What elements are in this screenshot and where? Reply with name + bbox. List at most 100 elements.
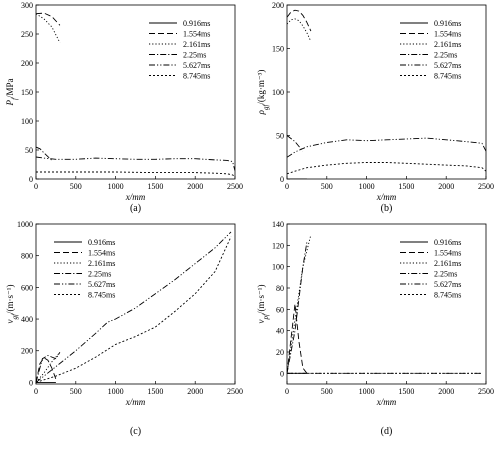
- series-line-6: [36, 236, 232, 383]
- legend-label: 0.916ms: [434, 19, 461, 28]
- legend-label: 5.627ms: [434, 280, 461, 289]
- x-tick-label: 2500: [227, 387, 243, 396]
- y-tick-label: 400: [21, 315, 33, 324]
- x-tick-label: 1000: [108, 387, 124, 396]
- series-line-2: [287, 9, 312, 32]
- series-line-3: [287, 234, 312, 374]
- plot-frame: [286, 223, 487, 385]
- legend-label: 2.25ms: [183, 51, 206, 60]
- legend-label: 2.161ms: [183, 40, 210, 49]
- legend-label: 1.554ms: [434, 30, 461, 39]
- x-tick-label: 2000: [438, 387, 454, 396]
- x-tick-label: 1500: [398, 387, 414, 396]
- x-tick-label: 500: [70, 182, 82, 191]
- y-tick-label: 80: [276, 284, 284, 293]
- y-axis-label: ρgf/(kg·m⁻³): [256, 70, 270, 116]
- legend-label: 0.916ms: [434, 238, 461, 247]
- y-tick-label: 20: [276, 348, 284, 357]
- series-line-5: [36, 156, 235, 172]
- legend-label: 2.161ms: [88, 259, 115, 268]
- chart-panel-3: 0 500 1000 1500 2000 250002004006008001000x/m…: [5, 220, 243, 437]
- y-tick-label: 120: [272, 241, 284, 250]
- legend-label: 2.25ms: [434, 51, 457, 60]
- y-tick-label: 200: [272, 1, 284, 10]
- chart-panel-1: 0 500 1000 1500 2000 2500 0 50 100 150 200 250 300 x/…: [5, 1, 243, 214]
- series-line-3: [287, 18, 312, 42]
- legend-label: 1.554ms: [183, 30, 210, 39]
- y-tick-label: 150: [272, 45, 284, 54]
- x-tick-label: 0: [34, 387, 38, 396]
- x-axis-label: x/mm: [376, 192, 397, 202]
- y-tick-label: 300: [21, 1, 33, 10]
- x-tick-label: 0: [34, 182, 38, 191]
- x-axis-label: x/mm: [125, 397, 146, 407]
- series-line-4: [36, 352, 61, 383]
- series-line-6: [36, 171, 235, 178]
- legend-label: 2.161ms: [434, 40, 461, 49]
- x-axis-label: x/mm: [125, 192, 146, 202]
- y-tick-label: 0: [280, 369, 284, 378]
- legend-label: 0.916ms: [88, 238, 115, 247]
- legend-label: 8.745ms: [434, 72, 461, 81]
- y-tick-label: 50: [276, 132, 284, 141]
- series-line-5: [36, 231, 232, 383]
- legend-label: 8.745ms: [434, 291, 461, 300]
- x-tick-label: 500: [321, 387, 333, 396]
- y-tick-label: 0: [29, 175, 33, 184]
- y-tick-label: 0: [280, 175, 284, 184]
- x-tick-label: 500: [321, 182, 333, 191]
- chart-panel-4: 0 500 1000 1500 2000 2500 0 20 40 60 80 100 120 140 x/…: [256, 220, 494, 437]
- y-axis-label-text: Pf/MPa: [5, 79, 19, 107]
- y-axis-label: vpf/(m·s⁻¹): [256, 285, 270, 324]
- x-tick-label: 2500: [478, 387, 494, 396]
- y-tick-label: 250: [21, 30, 33, 39]
- x-axis-label-text: x/mm: [376, 397, 397, 407]
- x-tick-label: 2000: [438, 182, 454, 191]
- y-tick-label: 100: [21, 117, 33, 126]
- y-axis-label-text: vgf/(m·s⁻¹): [5, 285, 19, 324]
- y-tick-label: 140: [272, 220, 284, 229]
- y-axis-label-text: vpf/(m·s⁻¹): [256, 285, 270, 324]
- chart-panel-2: 0 500 1000 1500 2000 2500 0 50 100 150 200 x/mm ρgf/…: [256, 1, 494, 214]
- y-axis-label: Pf/MPa: [5, 79, 19, 107]
- y-tick-label: 60: [276, 305, 284, 314]
- legend-label: 1.554ms: [88, 249, 115, 258]
- x-axis-label-text: x/mm: [125, 192, 146, 202]
- y-axis-label: vgf/(m·s⁻¹): [5, 285, 19, 324]
- series-line-2: [36, 357, 57, 383]
- y-tick-label: 800: [21, 252, 33, 261]
- legend-label: 5.627ms: [88, 280, 115, 289]
- panel-label: (d): [381, 426, 393, 437]
- plot-frame: [35, 223, 236, 385]
- panel-label: (a): [130, 203, 141, 214]
- legend-label: 8.745ms: [183, 72, 210, 81]
- series-line-4: [36, 146, 53, 161]
- legend-label: 2.25ms: [434, 270, 457, 279]
- x-tick-label: 2000: [187, 182, 203, 191]
- legend-label: 2.25ms: [88, 270, 111, 279]
- x-tick-label: 2000: [187, 387, 203, 396]
- legend-label: 5.627ms: [434, 61, 461, 70]
- series-line-4: [287, 242, 308, 374]
- x-tick-label: 1500: [398, 182, 414, 191]
- y-tick-label: 0: [29, 378, 33, 387]
- x-axis-label-text: x/mm: [376, 192, 397, 202]
- series-line-4: [287, 135, 304, 152]
- y-tick-label: 200: [21, 347, 33, 356]
- y-tick-label: 1000: [17, 220, 33, 229]
- y-tick-label: 200: [21, 59, 33, 68]
- series-line-2: [287, 303, 308, 374]
- legend-label: 2.161ms: [434, 259, 461, 268]
- y-tick-label: 100: [272, 263, 284, 272]
- x-tick-label: 0: [285, 182, 289, 191]
- y-tick-label: 50: [25, 146, 33, 155]
- y-tick-label: 100: [272, 88, 284, 97]
- series-line-3: [36, 13, 61, 43]
- y-tick-label: 600: [21, 283, 33, 292]
- series-line-2: [36, 12, 61, 26]
- series-line-5: [287, 137, 486, 158]
- x-tick-label: 2500: [227, 182, 243, 191]
- y-axis-label-text: ρgf/(kg·m⁻³): [256, 70, 270, 116]
